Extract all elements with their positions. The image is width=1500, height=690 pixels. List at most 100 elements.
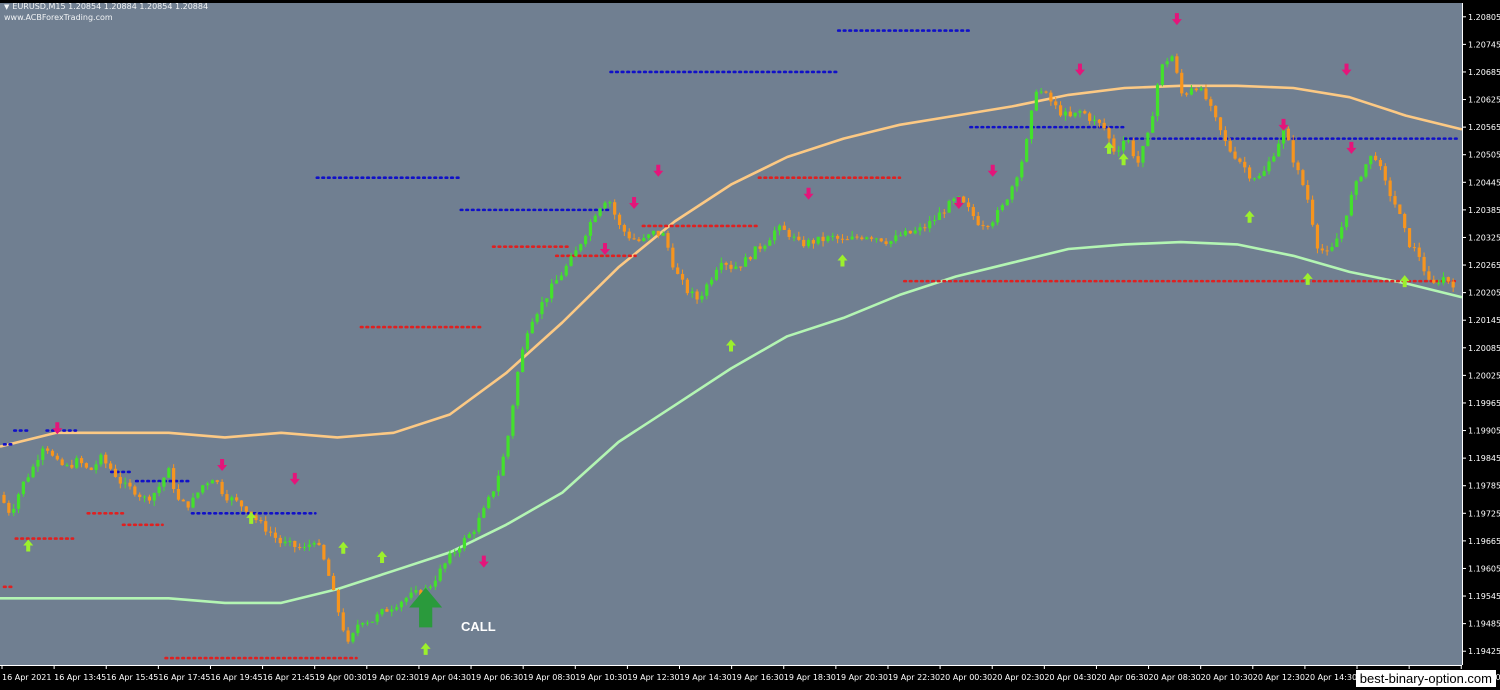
support-dots-group	[2, 176, 1460, 660]
candle-body	[661, 233, 665, 236]
candle-body	[729, 264, 733, 269]
candle-body	[361, 623, 365, 625]
down-arrow-icon	[987, 164, 998, 177]
candle-body	[2, 494, 6, 503]
bear-candle	[840, 234, 845, 244]
bull-candle	[157, 481, 161, 497]
sell-signal	[1278, 118, 1289, 131]
x-tick-label: 19 Apr 12:30	[627, 673, 679, 682]
bear-candle	[109, 461, 113, 471]
bear-candle	[1432, 275, 1436, 285]
candle-body	[632, 238, 636, 240]
bull-candle	[375, 611, 379, 625]
x-tick-label: 20 Apr 10:30	[1201, 673, 1253, 682]
sell-signal	[1171, 13, 1182, 26]
candle-body	[1267, 161, 1271, 172]
candle-body	[370, 621, 374, 623]
bear-candle	[331, 573, 336, 591]
down-arrow-icon	[1278, 118, 1289, 131]
candle-body	[506, 435, 510, 457]
y-tick-label: 1.20085	[1468, 344, 1500, 353]
y-tick-label: 1.20565	[1468, 123, 1500, 132]
bear-candle	[138, 492, 142, 501]
candle-body	[1354, 181, 1358, 195]
bear-candle	[1378, 157, 1383, 171]
bear-candle	[70, 459, 74, 470]
candle-body	[1199, 88, 1203, 91]
candle-body	[109, 463, 113, 469]
candle-body	[826, 236, 830, 242]
candle-body	[637, 239, 641, 241]
candle-body	[942, 212, 946, 214]
y-tick-label: 1.19485	[1468, 620, 1500, 629]
bear-candle	[869, 235, 874, 242]
candle-body	[1005, 199, 1009, 206]
bear-candle	[680, 269, 685, 285]
candle-body	[215, 480, 219, 482]
bear-candle	[215, 479, 219, 485]
candle-body	[457, 548, 462, 553]
bear-candle	[787, 228, 791, 240]
bull-candle	[1189, 85, 1194, 96]
candle-body	[574, 250, 578, 257]
candle-body	[1141, 145, 1145, 163]
candle-body	[41, 448, 45, 460]
candle-body	[622, 225, 626, 232]
bear-candle	[666, 230, 670, 251]
bear-candle	[298, 543, 302, 551]
candle-body	[710, 279, 714, 285]
bull-candle	[554, 275, 559, 284]
bull-candle	[598, 207, 602, 218]
candle-body	[55, 455, 59, 460]
candle-body	[113, 468, 118, 477]
bear-candle	[637, 236, 641, 243]
candle-body	[865, 237, 869, 240]
candle-body	[70, 464, 74, 468]
bear-candle	[50, 449, 55, 457]
bear-candle	[341, 608, 345, 633]
y-tick-label: 1.20025	[1468, 371, 1500, 380]
bull-candle	[1349, 191, 1353, 217]
dropdown-triangle-icon[interactable]: ▼	[4, 3, 10, 11]
candle-body	[1126, 140, 1131, 142]
candle-body	[714, 269, 719, 280]
candle-body	[273, 532, 278, 538]
candle-body	[12, 508, 16, 513]
candle-body	[1073, 112, 1077, 117]
candle-body	[874, 238, 878, 240]
candle-body	[569, 256, 573, 266]
bull-candle	[1369, 155, 1373, 170]
candle-body	[7, 502, 11, 513]
up-arrow-icon	[420, 642, 431, 655]
candle-body	[1170, 56, 1174, 62]
resistance-dots-group	[2, 29, 1460, 515]
x-tick-label: 16 Apr 13:45	[54, 673, 106, 682]
y-tick-label: 1.19425	[1468, 647, 1500, 656]
bear-candle	[729, 260, 733, 273]
candle-body	[1092, 119, 1097, 121]
sell-signal	[52, 422, 63, 435]
candle-body	[1189, 88, 1194, 95]
bear-candle	[1058, 101, 1063, 118]
bull-candle	[1146, 131, 1150, 147]
candle-body	[700, 295, 704, 300]
bear-candle	[254, 513, 258, 524]
bull-candle	[937, 207, 942, 221]
candle-body	[1049, 92, 1053, 102]
bear-candle	[113, 464, 118, 478]
candle-body	[79, 458, 84, 464]
candle-body	[763, 245, 767, 249]
bull-candle	[952, 197, 956, 205]
candle-body	[1320, 248, 1324, 251]
candle-body	[75, 458, 79, 468]
bear-candle	[104, 452, 108, 469]
bear-candle	[966, 197, 971, 212]
x-tick-label: 20 Apr 12:30	[1253, 673, 1305, 682]
candle-body	[365, 622, 370, 624]
candle-body	[680, 273, 685, 280]
bull-candle	[75, 455, 79, 469]
bull-candle	[1000, 203, 1005, 212]
candle-body	[516, 371, 520, 406]
x-tick-label: 19 Apr 10:30	[575, 673, 627, 682]
